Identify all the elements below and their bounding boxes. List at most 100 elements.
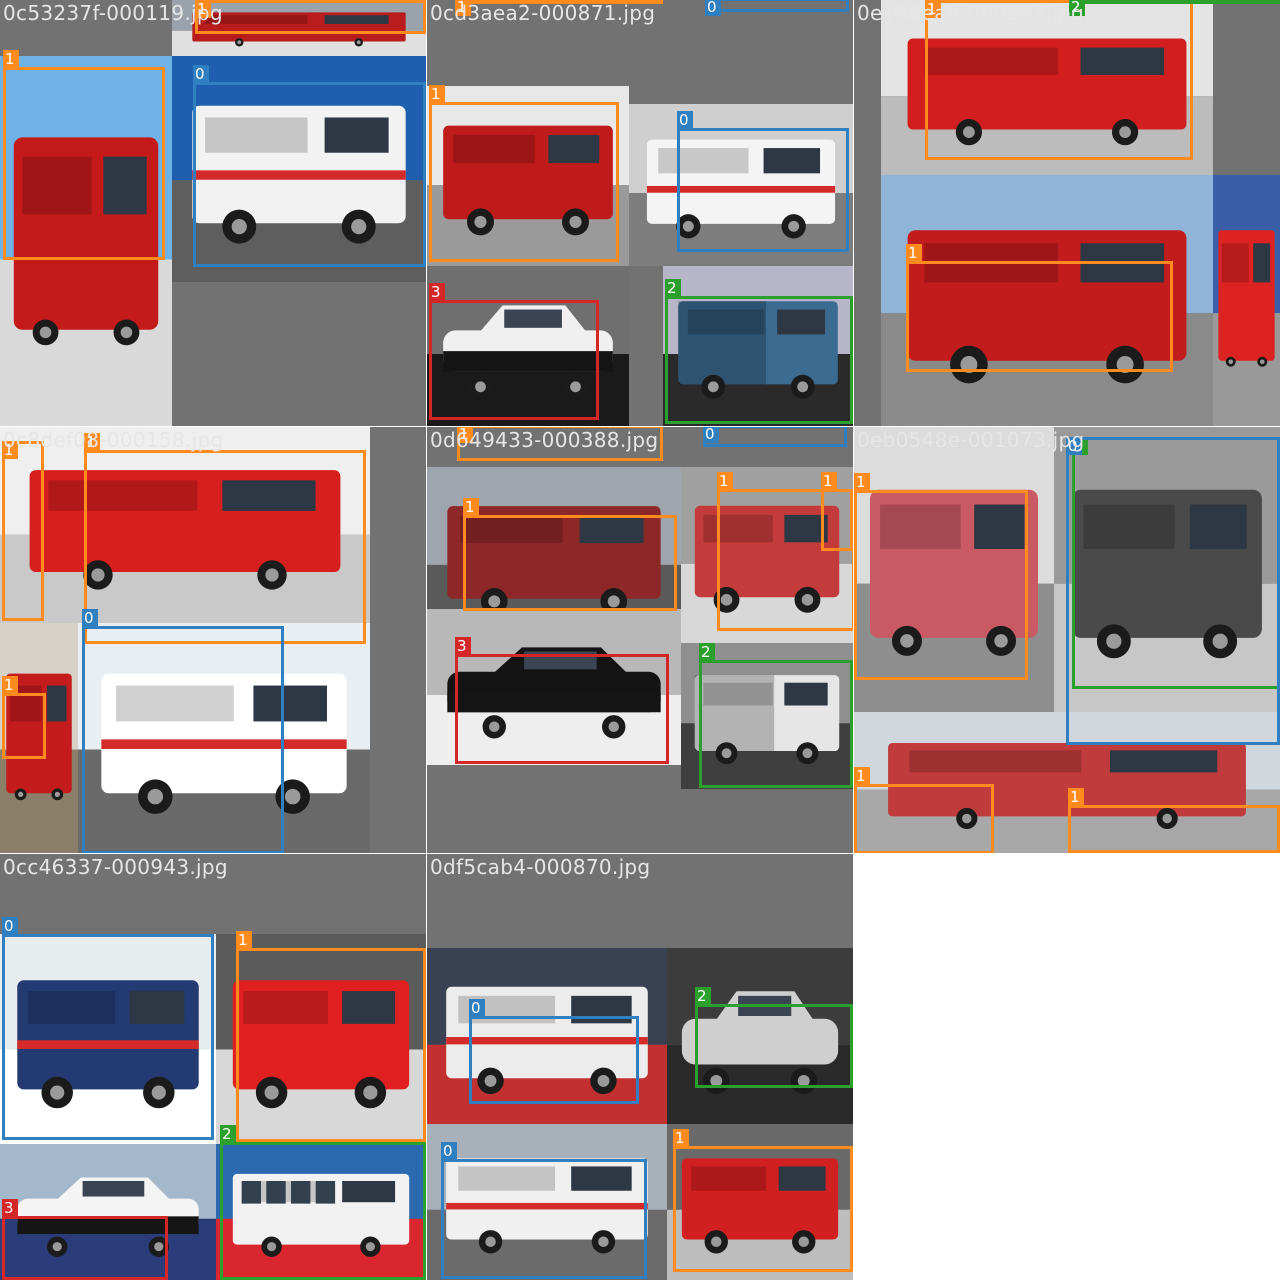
class-label: 1 <box>236 931 252 949</box>
ambulance-photo <box>78 623 370 853</box>
class-label: 1 <box>84 433 100 451</box>
bounding-box-class-1: 1 <box>463 498 677 611</box>
fire-truck-photo <box>881 0 1213 175</box>
class-label: 1 <box>673 1129 689 1147</box>
class-label: 2 <box>220 1125 236 1143</box>
bounding-box-class-1: 1 <box>457 427 663 461</box>
class-label: 1 <box>906 244 922 262</box>
image-filename: 0c8def08-000158.jpg <box>3 428 224 452</box>
bounding-box-class-1: 1 <box>3 50 165 260</box>
bounding-box-class-2: 2 <box>665 279 853 424</box>
mosaic-tile: 0 2 0 1 0df5cab4-000870.jpg <box>427 854 853 1280</box>
fire-truck-photo <box>0 427 370 623</box>
class-label: 3 <box>2 1199 18 1217</box>
bounding-box-class-1: 1 <box>455 0 663 16</box>
bounding-box-class-1: 1 <box>1068 788 1280 853</box>
image-filename: 0c53237f-000119.jpg <box>3 1 223 25</box>
van-image <box>1054 427 1280 712</box>
bounding-box-class-3: 3 <box>429 283 599 420</box>
class-label: 0 <box>703 427 719 443</box>
class-label: 0 <box>705 0 721 16</box>
class-label: 1 <box>463 498 479 516</box>
bounding-box-class-1: 1 <box>2 676 46 759</box>
class-label: 0 <box>193 65 209 83</box>
bounding-box-class-1: 1 <box>84 433 366 644</box>
ambulance-image <box>78 623 370 853</box>
fire-truck-photo <box>0 56 172 426</box>
mosaic-tile: 120110eb0548e-001073.jpg <box>854 427 1280 853</box>
class-label: 2 <box>665 279 681 297</box>
image-filename: 0df5cab4-000870.jpg <box>430 855 651 879</box>
class-label: 0 <box>1066 437 1082 455</box>
ambulance-image <box>427 1124 667 1280</box>
bounding-box-class-3: 3 <box>455 637 669 764</box>
class-label: 3 <box>429 283 445 301</box>
bounding-box-class-1: 1 <box>429 85 619 262</box>
bounding-box-class-1: 1 <box>236 931 426 1142</box>
class-label: 1 <box>3 50 19 68</box>
fire-truck-photo <box>172 0 426 56</box>
bounding-box-class-2: 2 <box>695 987 853 1088</box>
class-label: 0 <box>82 609 98 627</box>
bounding-box-class-1: 1 <box>821 472 853 551</box>
bounding-box-class-1: 1 <box>717 472 853 631</box>
police-car-image <box>0 1144 216 1280</box>
class-label: 1 <box>1068 788 1084 806</box>
class-label: 2 <box>699 643 715 661</box>
ambulance-photo <box>0 934 216 1144</box>
class-label: 2 <box>1069 0 1085 16</box>
image-filename: 0e188eab-000597.jpg <box>857 1 1085 25</box>
bounding-box-class-2: 2 <box>1069 0 1280 16</box>
bounding-box-class-1: 1 <box>195 0 426 34</box>
class-label: 3 <box>455 637 471 655</box>
truck-photo <box>663 266 853 426</box>
ambulance-photo <box>427 1124 667 1280</box>
class-label: 1 <box>2 676 18 694</box>
bounding-box-class-0: 0 <box>441 1142 647 1279</box>
bounding-box-class-0: 0 <box>2 917 214 1140</box>
fire-truck-image <box>667 1124 853 1280</box>
van-photo <box>1054 427 1280 712</box>
bounding-box-class-0: 0 <box>703 427 847 447</box>
image-filename: 0eb0548e-001073.jpg <box>857 428 1085 452</box>
truck-photo <box>681 643 853 789</box>
bounding-box-class-0: 0 <box>677 111 849 252</box>
class-label: 1 <box>2 441 18 459</box>
class-label: 1 <box>854 767 870 785</box>
bounding-box-class-1: 1 <box>906 244 1173 372</box>
truck-image <box>681 643 853 789</box>
police-car-photo <box>0 1144 216 1280</box>
fire-truck-image <box>881 0 1213 175</box>
class-label: 0 <box>677 111 693 129</box>
bounding-box-class-1: 1 <box>2 441 44 621</box>
bounding-box-class-0: 0 <box>469 999 639 1104</box>
police-car-photo <box>427 609 681 765</box>
fire-truck-photo <box>1213 175 1280 426</box>
bounding-box-class-0: 0 <box>1066 437 1280 745</box>
bounding-box-class-1: 1 <box>854 767 994 853</box>
class-label: 1 <box>429 85 445 103</box>
mosaic-tile: 1 0 1 0c53237f-000119.jpg <box>0 0 426 426</box>
bus-image <box>216 1144 426 1280</box>
bounding-box-class-0: 0 <box>705 0 849 16</box>
bounding-box-class-2: 2 <box>220 1125 426 1280</box>
ambulance-photo <box>629 104 853 266</box>
police-car-image <box>427 266 629 426</box>
ambulance-image <box>427 948 667 1124</box>
ambulance-image <box>629 104 853 266</box>
fire-truck-image <box>854 427 1054 712</box>
fire-truck-photo <box>667 1124 853 1280</box>
class-label: 1 <box>195 0 211 18</box>
bounding-box-class-1: 1 <box>925 0 1193 160</box>
bounding-box-class-2: 2 <box>699 643 853 788</box>
class-label: 1 <box>455 0 471 16</box>
image-filename: 0cc46337-000943.jpg <box>3 855 228 879</box>
police-car-photo <box>427 266 629 426</box>
mosaic-tile: 1 1 2 0e188eab-000597.jpg <box>854 0 1280 426</box>
fire-truck-image <box>0 427 370 623</box>
bounding-box-class-3: 3 <box>2 1199 168 1280</box>
image-filename: 0d649433-000388.jpg <box>430 428 659 452</box>
fire-truck-image <box>216 934 426 1144</box>
fire-truck-image <box>1213 175 1280 426</box>
